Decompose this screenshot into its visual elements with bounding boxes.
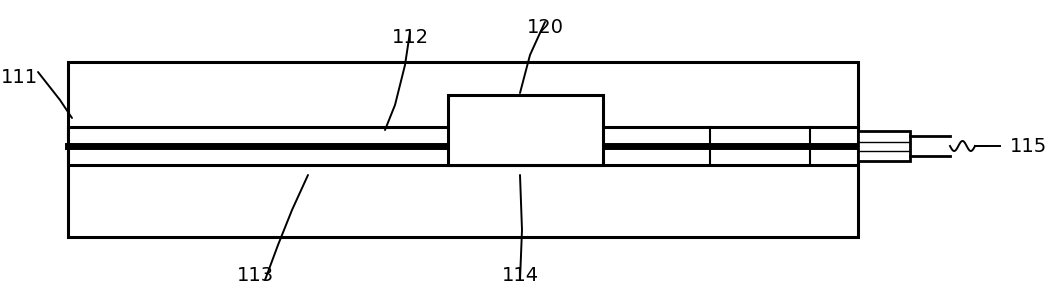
- Text: 113: 113: [236, 266, 273, 285]
- Bar: [858, 131, 909, 161]
- Text: 112: 112: [391, 28, 428, 47]
- Text: 115: 115: [1010, 137, 1047, 155]
- Text: 114: 114: [501, 266, 538, 285]
- Text: 111: 111: [1, 68, 38, 87]
- Bar: [448, 95, 603, 165]
- Text: 120: 120: [527, 18, 564, 37]
- Bar: [68, 62, 858, 237]
- Bar: [68, 127, 858, 165]
